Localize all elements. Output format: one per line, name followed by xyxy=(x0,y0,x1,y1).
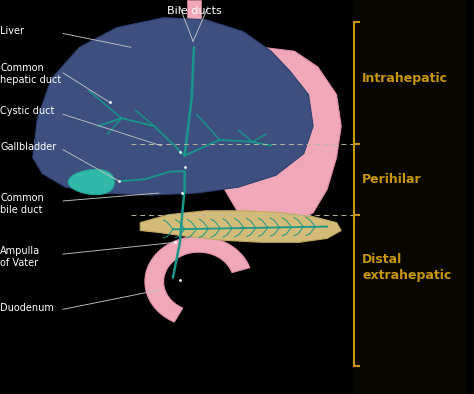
Text: Common
hepatic duct: Common hepatic duct xyxy=(0,63,61,85)
Polygon shape xyxy=(187,0,201,47)
Polygon shape xyxy=(219,47,341,225)
Text: Distal
extrahepatic: Distal extrahepatic xyxy=(362,253,452,282)
Polygon shape xyxy=(140,211,341,242)
Polygon shape xyxy=(68,169,114,195)
Text: Duodenum: Duodenum xyxy=(0,303,54,312)
Bar xyxy=(353,0,467,394)
Text: Intrahepatic: Intrahepatic xyxy=(362,72,448,85)
Text: Bile ducts: Bile ducts xyxy=(166,6,221,16)
Text: Ampulla
of Vater: Ampulla of Vater xyxy=(0,246,40,268)
Text: Gallbladder: Gallbladder xyxy=(0,142,56,152)
Polygon shape xyxy=(33,18,313,195)
Text: Common
bile duct: Common bile duct xyxy=(0,193,44,215)
Text: Cystic duct: Cystic duct xyxy=(0,106,55,116)
Text: Liver: Liver xyxy=(0,26,24,35)
Polygon shape xyxy=(145,236,250,322)
Text: Perihilar: Perihilar xyxy=(362,173,422,186)
